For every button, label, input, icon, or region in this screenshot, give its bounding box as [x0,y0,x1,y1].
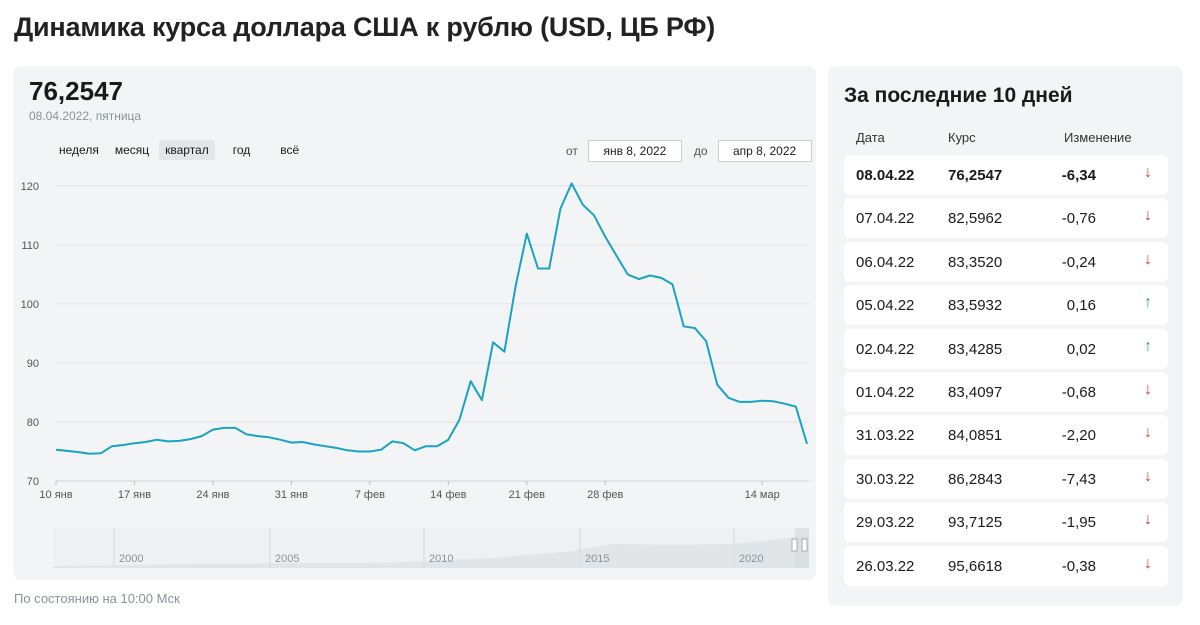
x-tick-label: 24 янв [196,489,229,501]
rate-row: 08.04.22 76,2547 -6,34 ↓ [844,155,1168,195]
row-change: -6,34 [1061,167,1096,184]
arrow-down-icon: ↓ [1144,467,1152,485]
current-rate-date: 08.04.2022, пятница [29,109,142,123]
header-date: Дата [856,130,885,145]
period-all[interactable]: всё [280,143,300,157]
row-date: 06.04.22 [856,253,915,271]
row-date: 26.03.22 [856,557,915,575]
row-date: 05.04.22 [856,297,915,315]
navigator-year-label: 2005 [275,553,299,565]
x-tick-label: 14 мар [745,489,780,501]
period-quarter[interactable]: квартал [159,140,215,160]
row-date: 07.04.22 [856,210,915,228]
last-10-title: За последние 10 дней [844,84,1073,107]
row-rate: 83,5932 [948,297,1003,315]
period-selector: неделя месяц квартал год всё [53,140,309,160]
rate-row: 31.03.22 84,0851 -2,20 ↓ [844,415,1168,456]
y-tick-label: 90 [27,358,39,370]
chart-panel: 76,2547 08.04.2022, пятница неделя месяц… [13,66,816,580]
rate-row: 26.03.22 95,6618 -0,38 ↓ [844,545,1168,586]
row-rate: 83,4285 [948,340,1003,358]
range-to-input[interactable]: апр 8, 2022 [717,140,812,162]
y-tick-label: 120 [21,181,39,193]
y-tick-label: 110 [21,240,39,252]
row-change: -7,43 [1061,470,1096,488]
row-date: 30.03.22 [856,470,915,488]
date-range: от янв 8, 2022 до апр 8, 2022 [566,140,812,162]
x-tick-label: 31 янв [275,489,308,501]
arrow-down-icon: ↓ [1144,511,1152,529]
y-tick-label: 100 [21,299,39,311]
navigator-handle-left[interactable] [791,538,798,552]
arrow-up-icon: ↑ [1144,294,1152,312]
row-change: -0,38 [1061,557,1096,575]
row-date: 08.04.22 [856,167,915,184]
header-rate: Курс [948,130,976,145]
x-tick-label: 21 фев [509,489,545,501]
series-line-usd-rub[interactable] [55,182,808,455]
rate-row: 02.04.22 83,4285 0,02 ↑ [844,328,1168,369]
arrow-down-icon: ↓ [1144,424,1152,442]
rate-row: 06.04.22 83,3520 -0,24 ↓ [844,241,1168,282]
row-date: 31.03.22 [856,427,915,445]
navigator-year-label: 2010 [429,553,453,565]
range-from-label: от [566,144,578,158]
x-tick-label: 10 янв [39,489,72,501]
navigator-strip [53,528,809,568]
x-tick-label: 14 фев [430,489,466,501]
rate-row: 29.03.22 93,7125 -1,95 ↓ [844,502,1168,543]
y-tick-label: 80 [27,417,39,429]
period-month[interactable]: месяц [114,143,150,157]
rate-row: 07.04.22 82,5962 -0,76 ↓ [844,198,1168,239]
row-change: -0,68 [1061,384,1096,401]
row-rate: 83,3520 [948,253,1003,271]
page-title: Динамика курса доллара США к рублю (USD,… [14,12,716,42]
navigator-area [53,536,809,568]
row-rate: 93,7125 [948,514,1003,532]
current-rate-value: 76,2547 [29,76,123,106]
last-10-days-panel: За последние 10 дней Дата Курс Изменение… [828,66,1183,606]
row-change: -0,24 [1061,253,1096,271]
rate-row: 05.04.22 83,5932 0,16 ↑ [844,285,1168,326]
period-week[interactable]: неделя [59,143,99,157]
arrow-down-icon: ↓ [1144,164,1152,181]
row-change: -1,95 [1061,514,1096,532]
rate-row: 30.03.22 86,2843 -7,43 ↓ [844,458,1168,499]
arrow-down-icon: ↓ [1144,381,1152,398]
row-date: 01.04.22 [856,384,915,401]
navigator-handle-right[interactable] [801,538,808,552]
rate-line-chart: 70 80 90 100 110 120 10 янв 17 янв 24 янв 31 янв… [21,181,809,568]
rate-row: 01.04.22 83,4097 -0,68 ↓ [844,372,1168,412]
footnote: По состоянию на 10:00 Мск [14,591,180,606]
row-rate: 82,5962 [948,210,1003,228]
row-rate: 83,4097 [948,384,1003,401]
arrow-down-icon: ↓ [1144,554,1152,572]
arrow-down-icon: ↓ [1144,207,1152,225]
arrow-down-icon: ↓ [1144,250,1152,268]
y-tick-label: 70 [27,476,39,488]
arrow-up-icon: ↑ [1144,337,1152,355]
row-rate: 86,2843 [948,470,1003,488]
navigator-year-label: 2000 [119,553,143,565]
row-rate: 95,6618 [948,557,1003,575]
row-change: -2,20 [1061,427,1096,445]
row-rate: 76,2547 [948,167,1003,184]
header-change: Изменение [1064,130,1132,145]
x-tick-label: 7 фев [355,489,385,501]
x-tick-label: 28 фев [587,489,623,501]
period-year[interactable]: год [232,143,251,157]
row-date: 02.04.22 [856,340,915,358]
row-change: 0,16 [1066,297,1096,315]
row-rate: 84,0851 [948,427,1003,445]
navigator-year-label: 2020 [739,553,763,565]
row-date: 29.03.22 [856,514,915,532]
range-to-label: до [693,144,708,158]
row-change: -0,76 [1061,210,1096,228]
x-tick-label: 17 янв [118,489,151,501]
row-change: 0,02 [1066,340,1096,358]
navigator-year-label: 2015 [585,553,609,565]
range-from-input[interactable]: янв 8, 2022 [587,140,682,162]
